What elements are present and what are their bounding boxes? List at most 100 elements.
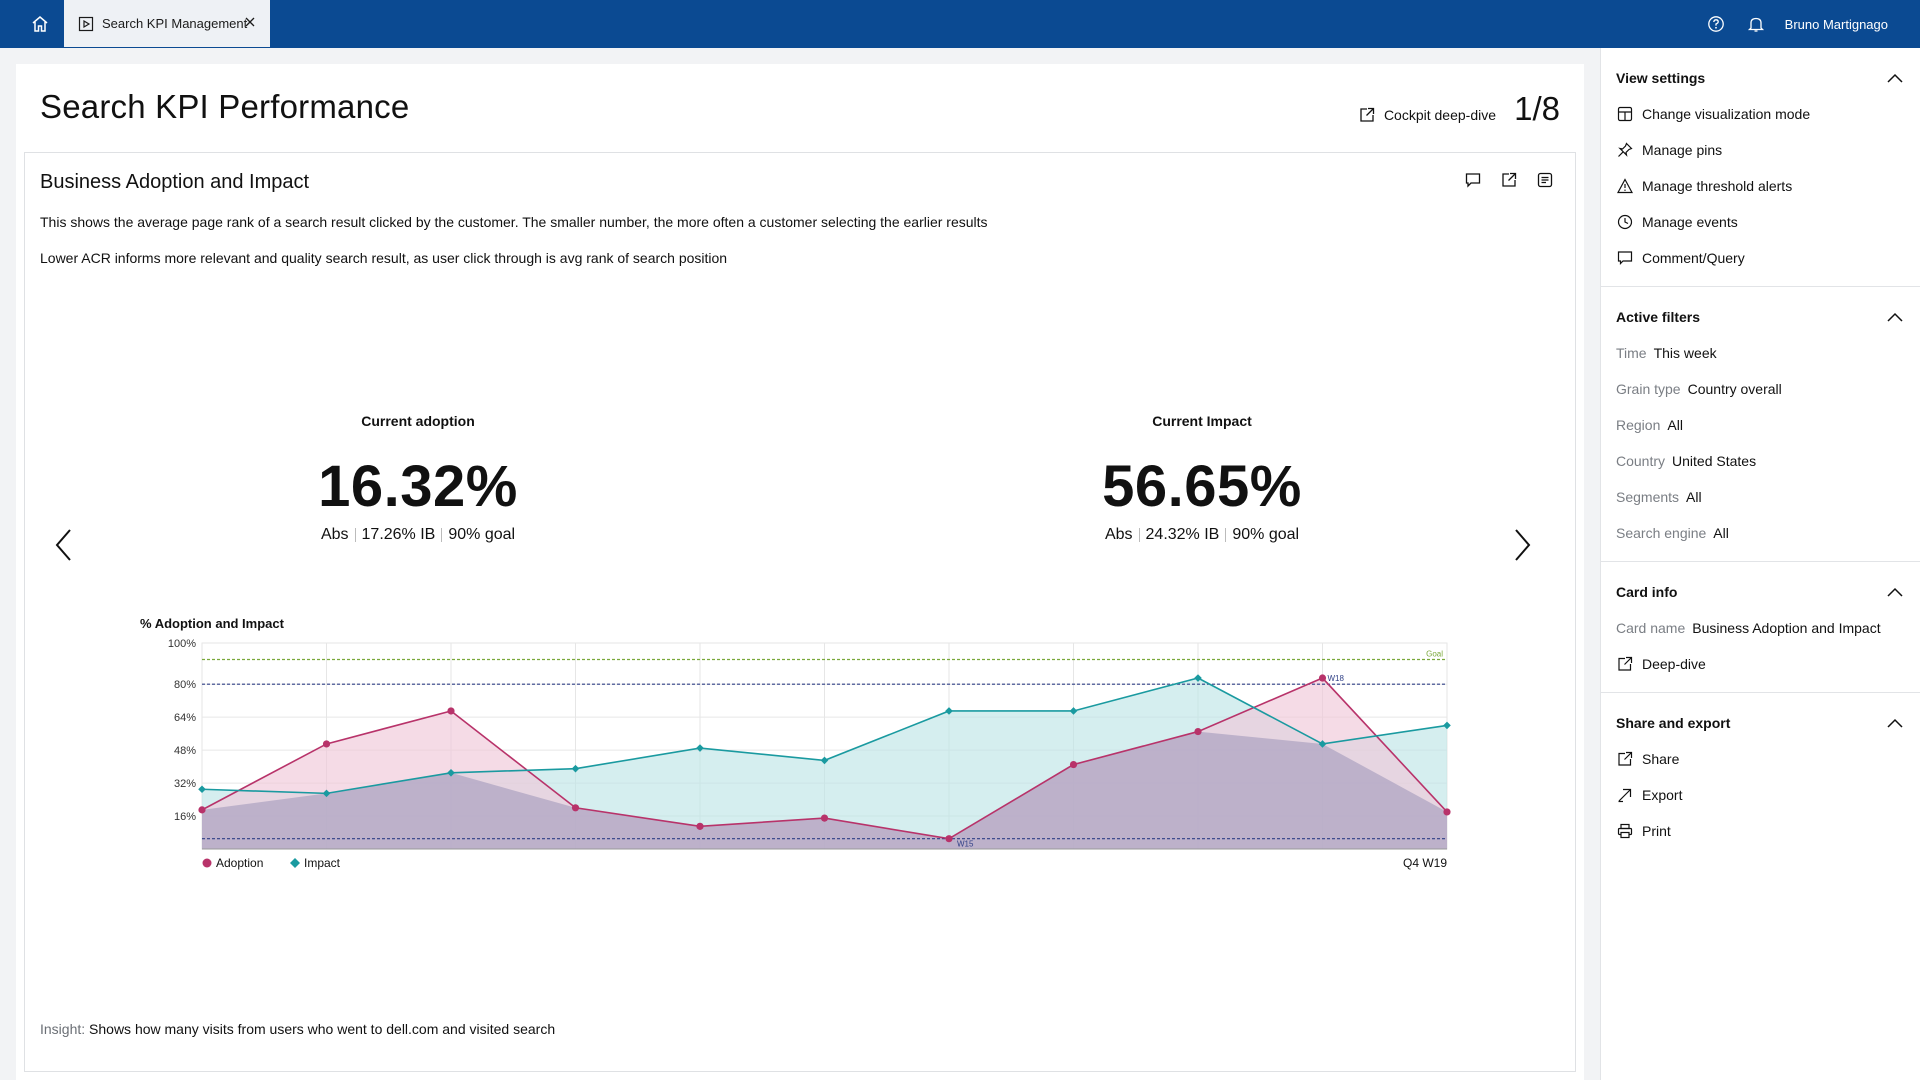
series-overlap-area [202,731,1447,849]
filter-value: All [1686,489,1702,505]
details-button[interactable] [1527,171,1563,189]
manage-threshold-alerts-item[interactable]: Manage threshold alerts [1616,168,1904,204]
divider [441,527,443,542]
filter-segments[interactable]: Segments All [1616,479,1904,515]
filter-search-engine[interactable]: Search engine All [1616,515,1904,551]
filter-region[interactable]: Region All [1616,407,1904,443]
home-icon [32,16,48,32]
chevron-up-icon[interactable] [1886,717,1904,729]
filter-value: This week [1653,345,1717,361]
filter-key: Region [1616,417,1661,433]
side-panel: View settings Change visualization mode … [1600,48,1920,1080]
export-item[interactable]: Export [1616,777,1904,813]
clock-icon [1616,213,1634,231]
main-area: Search KPI Performance Cockpit deep-dive… [0,48,1600,1080]
kpi-card: Business Adoption and Impact This shows … [24,152,1576,1072]
data-point-adoption [1443,808,1451,816]
y-tick-label: 80% [174,679,196,691]
share-item[interactable]: Share [1616,741,1904,777]
y-tick-label: 64% [174,712,196,724]
card-info-section: Card info Card name Business Adoption and… [1601,562,1920,693]
insight-label: Insight: [40,1021,86,1037]
kpi-subtext: Abs 24.32% IB 90% goal [992,526,1412,544]
kpi-abs: Abs [1104,526,1133,543]
card-actions [1455,171,1563,189]
data-point-adoption [447,707,455,715]
y-tick-label: 32% [174,778,196,790]
data-point-adoption [571,804,580,812]
divider [1225,527,1227,542]
data-point-adoption [1069,760,1078,769]
card-description-secondary: Lower ACR informs more relevant and qual… [40,250,728,266]
kpi-current-adoption: Current adoption 16.32% Abs 17.26% IB 90% … [208,413,628,544]
item-label: Comment/Query [1642,250,1745,266]
insight: Insight: Shows how many visits from user… [40,1021,555,1037]
warning-icon [1616,177,1634,195]
view-settings-section: View settings Change visualization mode … [1601,48,1920,287]
active-filters-section: Active filters Time This week Grain type C… [1601,287,1920,562]
print-item[interactable]: Print [1616,813,1904,849]
comment-query-item[interactable]: Comment/Query [1616,240,1904,276]
item-label: Print [1642,823,1671,839]
insight-text: Shows how many visits from users who wen… [89,1021,556,1037]
manage-pins-item[interactable]: Manage pins [1616,132,1904,168]
kpi-label: Current Impact [1152,413,1252,429]
section-title: View settings [1616,70,1706,86]
chevron-up-icon[interactable] [1886,311,1904,323]
comment-button[interactable] [1455,171,1491,189]
data-point-adoption [945,835,953,843]
data-point-adoption [322,740,331,748]
card-info-header[interactable]: Card info [1616,578,1904,606]
view-settings-header[interactable]: View settings [1616,64,1904,92]
help-button[interactable] [1707,15,1725,33]
change-visualization-mode-item[interactable]: Change visualization mode [1616,96,1904,132]
cockpit-label: Cockpit deep-dive [1383,107,1496,123]
page-title: Search KPI Performance [40,88,410,125]
help-icon [1707,16,1724,32]
divider [1138,527,1140,542]
filter-value: All [1713,525,1729,541]
kpi-ib: 24.32% IB [1145,526,1220,543]
printer-icon [1616,822,1634,840]
kpi-current-impact: Current Impact 56.65% Abs 24.32% IB 90% go… [992,413,1412,544]
filter-country[interactable]: Country United States [1616,443,1904,479]
pin-icon [1616,141,1634,159]
filter-value: Country overall [1687,381,1782,397]
data-point-impact [1443,721,1451,730]
next-button[interactable] [1507,525,1537,565]
chevron-left-icon [55,529,71,561]
data-point-impact [1194,674,1202,682]
data-point-adoption [820,814,829,822]
chevron-up-icon[interactable] [1886,586,1904,598]
manage-events-item[interactable]: Manage events [1616,204,1904,240]
filter-key: Time [1616,345,1647,361]
chevron-up-icon[interactable] [1886,72,1904,84]
details-icon [1537,172,1553,188]
filter-value: All [1667,417,1683,433]
cockpit-deep-dive-link[interactable]: Cockpit deep-dive [1358,106,1496,124]
open-external-button[interactable] [1491,171,1527,189]
data-point-impact [1069,707,1078,715]
data-point-impact [447,768,455,777]
filter-time[interactable]: Time This week [1616,335,1904,371]
share-export-header[interactable]: Share and export [1616,709,1904,737]
chart-title: % Adoption and Impact [140,616,284,631]
section-title: Active filters [1616,309,1701,325]
presentation-icon [78,16,94,31]
close-icon[interactable] [244,16,256,28]
legend-marker-adoption [202,858,212,868]
filter-key: Country [1616,453,1666,469]
section-title: Share and export [1616,715,1731,731]
item-label: Share [1642,751,1680,767]
tab-search-kpi-management[interactable]: Search KPI Management [64,0,270,47]
data-point-impact [696,744,704,752]
item-label: Manage threshold alerts [1642,178,1793,194]
active-filters-header[interactable]: Active filters [1616,303,1904,331]
notifications-button[interactable] [1747,15,1765,33]
home-button[interactable] [22,12,58,36]
user-name[interactable]: Bruno Martignago [1784,16,1888,32]
external-link-icon [1502,172,1517,187]
filter-grain-type[interactable]: Grain type Country overall [1616,371,1904,407]
previous-button[interactable] [49,525,79,565]
deep-dive-item[interactable]: Deep-dive [1616,646,1904,682]
